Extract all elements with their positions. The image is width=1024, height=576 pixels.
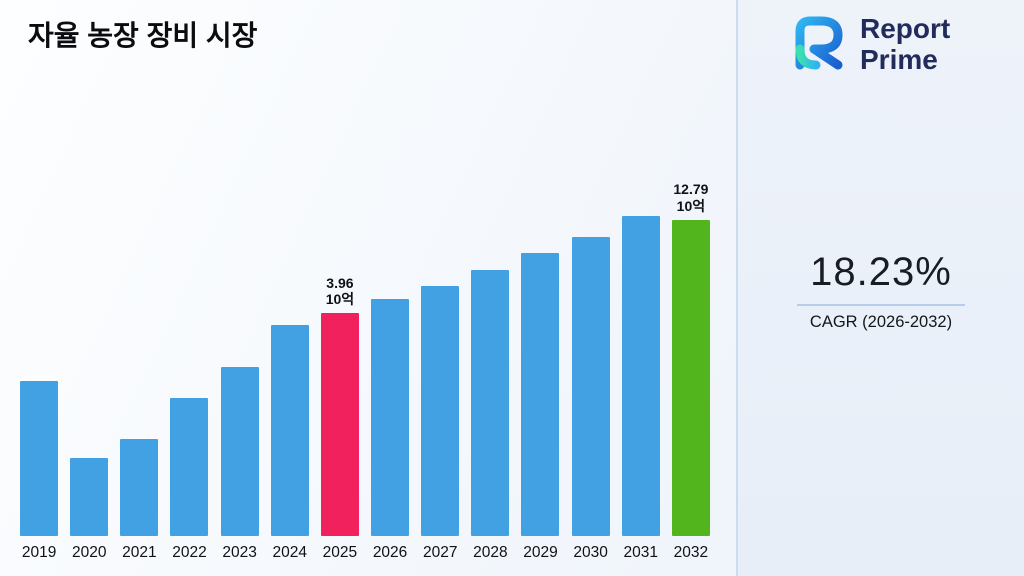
bar-value-label-2025: 3.96 10억 <box>325 274 355 308</box>
bar-column-2026: 2026 <box>365 181 415 562</box>
bar-2025 <box>320 313 359 536</box>
x-axis-label-2022: 2022 <box>172 544 207 561</box>
logo-word-report: Report <box>860 13 951 45</box>
report-prime-logo-icon <box>784 10 850 79</box>
bar-2024 <box>270 325 309 536</box>
right-panel: Report Prime 18.23% CAGR (2026-2032) <box>738 0 1024 576</box>
bar-column-2031: 2031 <box>616 181 666 562</box>
bar-2022 <box>170 397 209 536</box>
bar-column-2021: 2021 <box>114 181 164 562</box>
bar-2020 <box>70 457 109 536</box>
bar-2019 <box>20 380 59 536</box>
x-axis-label-2026: 2026 <box>372 544 408 561</box>
bar-column-2020: 2020 <box>64 181 114 562</box>
x-axis-label-2024: 2024 <box>272 544 308 561</box>
x-axis-label-2029: 2029 <box>523 544 558 561</box>
bar-column-2019: 2019 <box>14 181 64 562</box>
bar-column-2028: 2028 <box>465 181 515 562</box>
page-title: 자율 농장 장비 시장 <box>28 20 258 51</box>
x-axis-label-2031: 2031 <box>623 544 658 561</box>
report-prime-logo: Report Prime <box>784 10 950 79</box>
x-axis-label-2019: 2019 <box>21 544 57 561</box>
bar-column-2022: 2022 <box>164 181 214 562</box>
cagr-underline <box>797 304 965 306</box>
bar-column-2029: 2029 <box>515 181 565 562</box>
bar-column-2023: 2023 <box>215 181 265 562</box>
logo-word-prime: Prime <box>860 43 938 75</box>
bar-2021 <box>120 439 159 536</box>
bar-2029 <box>521 253 560 536</box>
bar-column-2030: 2030 <box>566 181 616 562</box>
cagr-value: 18.23% <box>810 250 952 294</box>
bar-2030 <box>571 237 610 536</box>
bar-chart: 2019 2020 2021 2022 2023 2024 3.96 10억 2025 2026 2… <box>14 181 716 562</box>
bar-column-2024: 2024 <box>265 181 315 562</box>
vertical-divider <box>736 0 738 576</box>
cagr-block: 18.23% CAGR (2026-2032) <box>738 250 1024 332</box>
bar-2028 <box>471 270 510 536</box>
bar-2027 <box>421 286 460 536</box>
report-prime-logo-text: Report Prime <box>860 13 951 75</box>
bar-column-2027: 2027 <box>415 181 465 562</box>
bar-2026 <box>371 298 410 536</box>
x-axis-label-2020: 2020 <box>71 544 107 561</box>
bar-column-2025: 3.96 10억 2025 <box>315 181 365 562</box>
x-axis-label-2030: 2030 <box>573 544 608 561</box>
x-axis-label-2028: 2028 <box>473 544 508 561</box>
bar-column-2032: 12.79 10억 2032 <box>666 181 716 562</box>
x-axis-label-2021: 2021 <box>122 544 157 561</box>
x-axis-label-2032: 2032 <box>673 544 709 561</box>
x-axis-label-2023: 2023 <box>222 544 257 561</box>
bar-2031 <box>621 216 660 536</box>
bar-2032 <box>671 219 710 536</box>
bar-value-label-2032: 12.79 10억 <box>673 181 709 214</box>
x-axis-label-2027: 2027 <box>422 544 458 561</box>
x-axis-label-2025: 2025 <box>322 544 358 561</box>
cagr-label: CAGR (2026-2032) <box>809 313 953 331</box>
bar-2023 <box>220 367 259 536</box>
